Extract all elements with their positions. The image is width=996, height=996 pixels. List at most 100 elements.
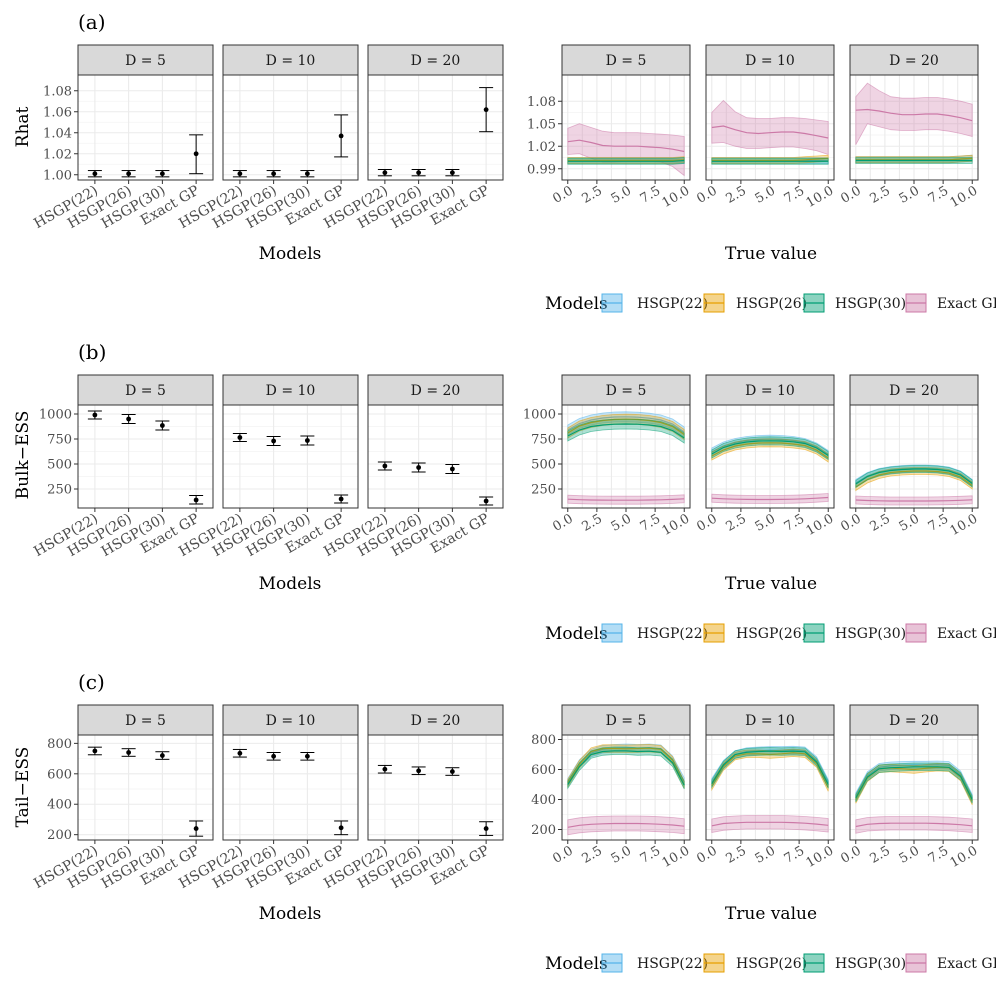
errorbar-hsgp-26	[266, 436, 281, 446]
errorbar-facet-1-2-frame	[367, 404, 504, 509]
errorbar-exact-gp	[479, 87, 494, 133]
errorbar-point	[271, 753, 277, 759]
ribbon-band-exact-gp	[711, 815, 829, 833]
ribbon-mean-exact-gp	[567, 139, 685, 153]
errorbar-facet-0-0-ytick-label: 1.08	[43, 84, 72, 99]
ribbon-mean-exact-gp	[711, 496, 829, 501]
facet-strip-label: D = 20	[889, 713, 939, 729]
errorbar-hsgp-30	[445, 767, 460, 776]
errorbar-exact-gp	[189, 134, 204, 175]
facet-strip: D = 5	[561, 374, 691, 406]
errorbar-facet-0-0-bg	[78, 75, 213, 180]
errorbar-exact-gp	[334, 494, 349, 504]
errorbar-facet-2-0-ytick-label: 800	[47, 737, 72, 752]
legend-0: Models HSGP(22) HSGP(26) HSGP(30) Exact GP	[545, 293, 996, 314]
xtick-label: 5.0	[609, 843, 634, 866]
errorbar-point	[416, 768, 422, 774]
legend-2: Models HSGP(22) HSGP(26) HSGP(30) Exact GP	[545, 953, 996, 974]
panel-label: (b)	[78, 340, 106, 364]
ribbon-mean-exact-gp	[711, 821, 829, 827]
errorbar-hsgp-30	[155, 751, 170, 760]
ribbon-facet-2-0-ytick-label: 600	[531, 763, 556, 778]
facet-strip-label: D = 10	[745, 713, 795, 729]
facet-strip-label: D = 10	[266, 713, 316, 729]
errorbar-facet-2-1-frame	[222, 734, 359, 841]
ribbon-facet-0-2: 0.0 2.5 5.0 7.510.0	[838, 74, 980, 211]
errorbar-point	[382, 170, 388, 176]
xtick-label: 7.5	[638, 511, 663, 534]
ribbon-facet-0-0-ytick-label: 1.08	[527, 95, 556, 110]
ribbon-mean-exact-gp	[567, 498, 685, 501]
errorbar-hsgp-22	[232, 170, 247, 178]
ribbon-band-hsgp-30	[567, 746, 685, 790]
facet-strip-bg	[77, 704, 214, 736]
facet-strip-bg	[849, 374, 979, 406]
facet-strip-label: D = 20	[411, 383, 461, 399]
errorbar-point	[92, 412, 98, 418]
errorbar-point	[338, 496, 344, 502]
errorbar-facet-0-0-ytick-label: 1.04	[43, 126, 72, 141]
xtick-label: 0.0	[838, 511, 863, 534]
errorbar-facet-1-0-ytick-label: 750	[47, 433, 72, 448]
errorbar-hsgp-30	[445, 169, 460, 177]
errorbar-facet-1-0-ytick-label: 1000	[39, 408, 72, 423]
errorbar-facet-2-0-frame	[77, 734, 214, 841]
legend-key-exact-gp: Exact GP	[905, 293, 996, 313]
xtick-label: 10.0	[804, 843, 837, 870]
errorbar-point	[483, 107, 489, 113]
errorbar-point	[193, 826, 199, 831]
errorbar-point	[237, 435, 243, 440]
ribbon-facet-0-0: 0.0 2.5 5.0 7.510.0 0.99 1.02 1.05 1.08	[527, 74, 692, 211]
facet-strip-bg	[705, 704, 835, 736]
facet-strip-label: D = 5	[125, 383, 166, 399]
ribbon-data	[855, 464, 973, 506]
ribbon-band-hsgp-26	[711, 748, 829, 792]
facet-strip: D = 10	[222, 374, 359, 406]
ribbon-data	[711, 99, 829, 165]
errorbar-hsgp-22	[87, 746, 102, 756]
ribbon-data	[567, 123, 685, 177]
ribbon-facet-2-0: 0.0 2.5 5.0 7.510.0 200 400 600 800	[531, 733, 692, 871]
xtick-label: 2.5	[579, 511, 604, 534]
errorbar-facet-0-1-bg	[223, 75, 358, 180]
errorbar-point	[126, 171, 132, 177]
ribbon-band-hsgp-30	[711, 747, 829, 789]
ribbon-mean-hsgp-30	[711, 440, 829, 457]
facet-strip: D = 5	[561, 44, 691, 76]
ribbon-band-hsgp-30	[855, 762, 973, 804]
facet-strip: D = 20	[849, 44, 979, 76]
ribbon-mean-hsgp-30	[567, 750, 685, 786]
xtick-label: 7.5	[638, 843, 663, 866]
errorbar-facet-0-1-frame	[222, 74, 359, 181]
errorbar-point	[237, 750, 243, 756]
errorbar-point	[304, 438, 310, 443]
y-axis-title: Rhat	[13, 106, 33, 147]
ribbon-band-exact-gp	[567, 815, 685, 836]
ribbon-data	[855, 760, 973, 834]
facet-strip: D = 5	[77, 374, 214, 406]
xtick-label: 10.0	[948, 843, 981, 870]
xtick-label: 7.5	[926, 183, 951, 206]
errorbar-facet-1-0: HSGP(22)HSGP(26)HSGP(30)Exact GP25050075…	[31, 404, 214, 560]
ribbon-mean-hsgp-30	[855, 468, 973, 485]
xtick-label: 10.0	[948, 511, 981, 538]
errorbar-exact-gp	[479, 821, 494, 836]
errorbar-hsgp-22	[232, 748, 247, 758]
facet-strip-label: D = 10	[266, 53, 316, 69]
legend-key-hsgp-30: HSGP(30)	[803, 953, 906, 973]
facet-strip: D = 20	[367, 374, 504, 406]
xtick-label: 5.0	[753, 183, 778, 206]
xtick-label: 2.5	[579, 843, 604, 866]
ribbon-mean-exact-gp	[711, 125, 829, 139]
errorbar-facet-2-0-bg	[78, 735, 213, 840]
errorbar-facet-1-2-bg	[368, 405, 503, 508]
facet-strip: D = 10	[705, 704, 835, 736]
ribbon-mean-exact-gp	[855, 108, 973, 122]
errorbar-point	[159, 423, 165, 428]
ribbon-facet-1-0-ytick-label: 1000	[523, 408, 556, 423]
facet-strip-bg	[222, 704, 359, 736]
errorbar-facet-1-0-bg	[78, 405, 213, 508]
errorbar-hsgp-22	[87, 410, 102, 420]
legend-title: Models	[545, 294, 608, 314]
ribbon-band-exact-gp	[711, 493, 829, 504]
